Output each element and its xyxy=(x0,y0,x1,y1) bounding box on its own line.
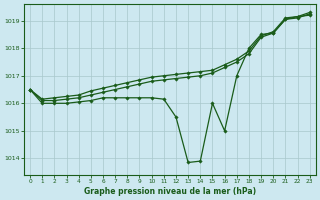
X-axis label: Graphe pression niveau de la mer (hPa): Graphe pression niveau de la mer (hPa) xyxy=(84,187,256,196)
